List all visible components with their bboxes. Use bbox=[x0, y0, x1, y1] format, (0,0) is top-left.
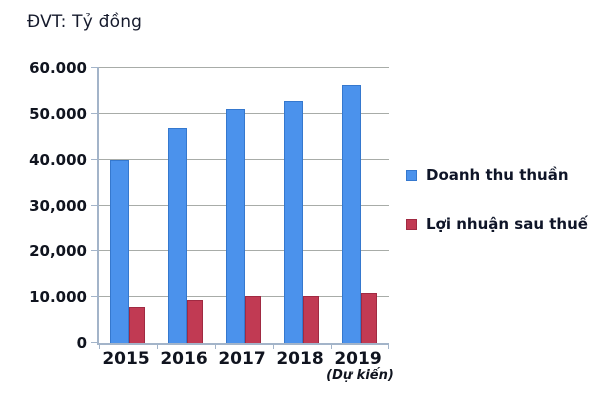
plot-area bbox=[91, 67, 389, 349]
x-tick-label: 2015 bbox=[102, 349, 150, 369]
y-axis-tick bbox=[91, 67, 99, 68]
y-axis-tick bbox=[91, 204, 99, 206]
bar-profit bbox=[245, 296, 261, 343]
y-tick-label: 20,000 bbox=[29, 242, 87, 261]
y-axis-tick bbox=[91, 250, 99, 252]
x-tick-label: 2017 bbox=[218, 349, 266, 369]
legend: Doanh thu thuần Lợi nhuận sau thuế bbox=[406, 166, 588, 264]
legend-label-profit: Lợi nhuận sau thuế bbox=[426, 215, 588, 233]
legend-item-profit: Lợi nhuận sau thuế bbox=[406, 215, 588, 233]
y-tick-label: 40.000 bbox=[29, 150, 87, 169]
bar-revenue bbox=[110, 160, 129, 343]
bar-revenue bbox=[284, 101, 303, 343]
bar-profit bbox=[129, 307, 145, 343]
bar-revenue bbox=[168, 128, 187, 343]
x-tick-note: (Dự kiến) bbox=[326, 368, 394, 383]
bar-profit bbox=[361, 293, 377, 343]
x-axis-tick bbox=[388, 343, 389, 349]
bar-revenue bbox=[342, 85, 361, 343]
x-tick-label: 2019 bbox=[334, 349, 382, 369]
x-axis-tick bbox=[99, 343, 100, 349]
legend-item-revenue: Doanh thu thuần bbox=[406, 166, 588, 184]
y-tick-label: 30,000 bbox=[29, 196, 87, 215]
x-axis-tick bbox=[157, 343, 158, 349]
y-axis-tick bbox=[91, 158, 99, 160]
y-tick-label: 0 bbox=[76, 334, 87, 352]
y-tick-label: 60.000 bbox=[29, 59, 87, 77]
legend-swatch-revenue bbox=[406, 169, 417, 181]
y-axis-tick bbox=[91, 342, 99, 343]
y-tick-label: 10.000 bbox=[29, 288, 87, 307]
y-axis-tick bbox=[91, 296, 99, 298]
gridline bbox=[99, 67, 389, 68]
y-tick-label: 50.000 bbox=[29, 104, 87, 123]
y-axis-tick bbox=[91, 112, 99, 114]
chart-title: ĐVT: Tỷ đồng bbox=[27, 12, 143, 32]
bar-profit bbox=[187, 300, 203, 343]
x-axis-tick bbox=[215, 343, 216, 349]
x-axis-tick bbox=[331, 343, 332, 349]
x-tick-label: 2018 bbox=[276, 349, 324, 369]
legend-label-revenue: Doanh thu thuần bbox=[426, 166, 569, 184]
x-axis-tick bbox=[273, 343, 274, 349]
bar-profit bbox=[303, 296, 319, 343]
x-tick-label: 2016 bbox=[160, 349, 208, 369]
bar-revenue bbox=[226, 109, 245, 343]
legend-swatch-profit bbox=[406, 218, 417, 230]
